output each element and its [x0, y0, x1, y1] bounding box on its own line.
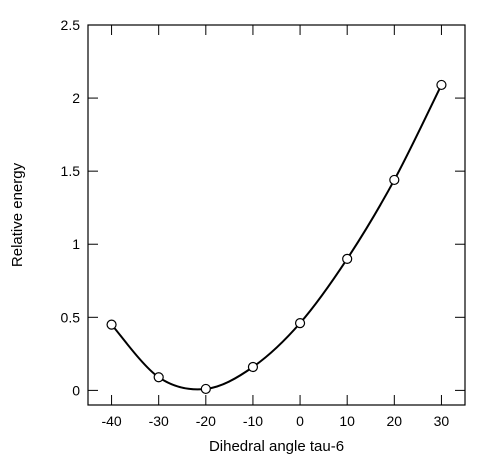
- y-tick-label: 0: [72, 382, 80, 398]
- y-axis-label: Relative energy: [9, 162, 26, 267]
- y-tick-label: 1: [72, 236, 80, 252]
- data-point: [247, 361, 259, 373]
- x-tick-label: 0: [296, 413, 304, 429]
- plot-area-border: [87, 24, 466, 406]
- plot-frame: [87, 24, 466, 406]
- x-tick-label: 10: [339, 413, 355, 429]
- x-tick-label: -20: [196, 413, 216, 429]
- x-tick-label: 20: [387, 413, 403, 429]
- x-tick-label: -40: [101, 413, 121, 429]
- data-point: [342, 253, 353, 264]
- y-tick-label: 2.5: [61, 17, 81, 33]
- data-point: [294, 318, 306, 329]
- y-tick-label: 0.5: [61, 309, 81, 325]
- y-tick-label: 1.5: [61, 163, 81, 179]
- data-point: [106, 319, 117, 330]
- x-tick-label: -30: [149, 413, 169, 429]
- axis-ticks: [88, 24, 465, 405]
- x-tick-labels: -40 -30 -20 -10 0 10 20 30: [101, 413, 449, 429]
- data-points: [106, 79, 447, 395]
- x-axis-label: Dihedral angle tau-6: [209, 438, 344, 455]
- data-point: [200, 383, 211, 395]
- x-tick-label: -10: [243, 413, 263, 429]
- data-point: [389, 174, 400, 186]
- data-point: [436, 79, 447, 91]
- y-tick-label: 2: [72, 90, 80, 106]
- fit-curve: [110, 84, 443, 391]
- y-tick-labels: 0 0.5 1 1.5 2 2.5: [61, 17, 81, 398]
- data-point: [153, 372, 164, 383]
- x-tick-label: 30: [434, 413, 450, 429]
